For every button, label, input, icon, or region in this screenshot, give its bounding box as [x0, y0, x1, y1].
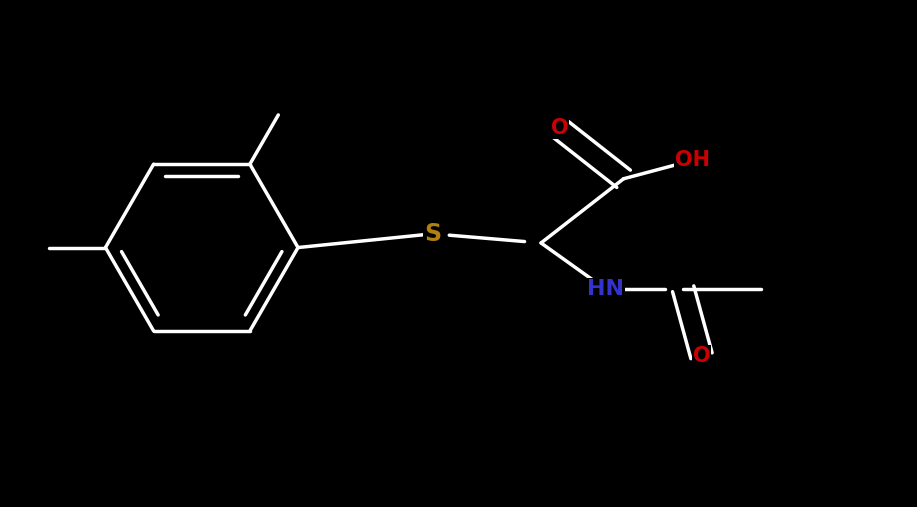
Text: O: O	[692, 346, 711, 366]
Text: HN: HN	[587, 279, 624, 299]
Text: O: O	[550, 118, 569, 138]
Text: S: S	[425, 222, 441, 246]
Text: OH: OH	[675, 151, 710, 170]
